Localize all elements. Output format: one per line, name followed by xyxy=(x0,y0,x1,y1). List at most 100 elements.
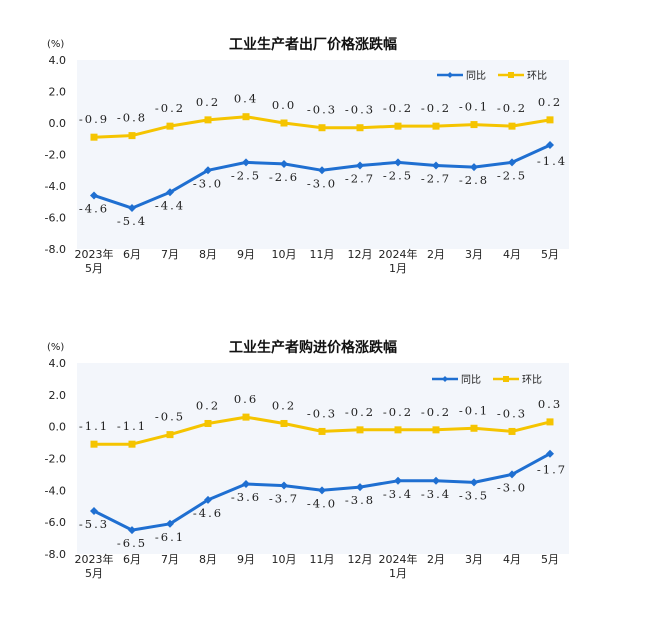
data-label-mom: -0.3 xyxy=(345,103,375,117)
data-point-mom xyxy=(166,122,174,130)
data-label-mom: -0.3 xyxy=(307,406,337,420)
data-label-mom: -0.5 xyxy=(155,410,185,424)
data-label-mom: -0.8 xyxy=(117,111,147,125)
data-point-mom xyxy=(128,132,136,140)
x-tick-label: 7月 xyxy=(161,248,179,261)
y-unit-label: (%) xyxy=(47,342,64,353)
data-point-mom xyxy=(470,121,478,129)
chart-title: 工业生产者出厂价格涨跌幅 xyxy=(229,36,397,53)
ppi-purchase-chart-svg: 工业生产者购进价格涨跌幅 (%) 4.0 2.0 0.0 -2.0 -4.0 -6.0 -8.0… xyxy=(45,339,569,580)
data-label-yoy: -3.0 xyxy=(497,480,527,494)
y-tick-label: -2.0 xyxy=(45,149,66,162)
data-label-yoy: -4.0 xyxy=(307,496,337,510)
data-point-mom xyxy=(242,413,250,421)
x-tick-label: 12月 xyxy=(348,248,373,261)
data-label-yoy: -3.0 xyxy=(307,176,337,190)
data-label-yoy: -3.7 xyxy=(269,492,299,506)
y-tick-label: 0.0 xyxy=(49,117,67,130)
data-point-yoy xyxy=(204,166,212,175)
x-tick-label: 8月 xyxy=(199,248,217,261)
ppi-output-chart: 工业生产者出厂价格涨跌幅 (%) 4.0 2.0 0.0 -2.0 -4.0 -6.0 -8.0… xyxy=(0,0,657,300)
y-tick-label: -6.0 xyxy=(45,516,66,529)
data-label-mom: 0.0 xyxy=(272,98,296,112)
data-label-mom: -0.1 xyxy=(459,100,489,114)
x-tick-label: 3月 xyxy=(465,553,483,566)
ppi-purchase-chart: 工业生产者购进价格涨跌幅 (%) 4.0 2.0 0.0 -2.0 -4.0 -6.0 -8.0… xyxy=(0,303,657,613)
data-point-yoy xyxy=(356,483,364,492)
data-label-mom: 0.2 xyxy=(196,398,220,412)
data-label-yoy: -4.6 xyxy=(193,506,223,520)
data-point-mom xyxy=(318,427,326,435)
legend-marker-yoy xyxy=(442,376,448,382)
data-label-mom: -0.3 xyxy=(307,103,337,117)
data-label-yoy: -2.5 xyxy=(497,168,527,182)
data-point-mom xyxy=(394,426,402,434)
data-point-mom xyxy=(242,113,250,121)
data-label-mom: 0.4 xyxy=(234,92,258,106)
y-tick-label: 4.0 xyxy=(49,54,67,67)
x-tick-label: 2023年 5月 xyxy=(75,552,114,580)
data-point-yoy xyxy=(394,476,402,485)
data-label-mom: -0.1 xyxy=(459,403,489,417)
x-tick-label: 11月 xyxy=(310,248,335,261)
data-label-mom: 0.6 xyxy=(234,392,258,406)
x-tick-label: 2024年 1月 xyxy=(379,552,418,580)
y-tick-label: -8.0 xyxy=(45,548,66,561)
x-tick-label: 2月 xyxy=(427,553,445,566)
data-label-mom: -1.1 xyxy=(79,419,109,433)
plot-area xyxy=(77,60,569,249)
x-tick-label: 3月 xyxy=(465,248,483,261)
data-label-yoy: -2.6 xyxy=(269,170,299,184)
data-label-yoy: -2.7 xyxy=(345,172,375,186)
data-label-yoy: -6.5 xyxy=(117,536,147,550)
x-tick-label: 10月 xyxy=(272,553,297,566)
data-label-mom: -0.9 xyxy=(79,112,109,126)
data-point-mom xyxy=(280,119,288,127)
data-point-yoy xyxy=(166,519,174,528)
data-point-mom xyxy=(432,122,440,130)
data-point-yoy xyxy=(166,188,174,197)
legend-marker-mom xyxy=(503,376,509,382)
legend: 同比 环比 xyxy=(437,70,547,82)
data-label-mom: -1.1 xyxy=(117,419,147,433)
data-label-yoy: -3.4 xyxy=(383,487,413,501)
data-label-yoy: -3.4 xyxy=(421,487,451,501)
data-label-yoy: -2.8 xyxy=(459,173,489,187)
data-label-yoy: -3.5 xyxy=(459,488,489,502)
legend-label-mom: 环比 xyxy=(522,374,542,386)
data-point-yoy xyxy=(508,158,516,167)
data-label-yoy: -5.4 xyxy=(117,214,147,228)
data-point-yoy xyxy=(90,191,98,200)
plot-area xyxy=(77,363,569,554)
data-label-mom: -0.2 xyxy=(345,405,375,419)
data-point-yoy xyxy=(280,481,288,490)
data-label-mom: 0.2 xyxy=(272,398,296,412)
y-tick-label: 2.0 xyxy=(49,86,67,99)
legend-label-yoy: 同比 xyxy=(466,70,486,82)
x-tick-label: 6月 xyxy=(123,553,141,566)
data-label-mom: 0.3 xyxy=(538,397,562,411)
data-point-mom xyxy=(204,116,212,124)
data-point-mom xyxy=(432,426,440,434)
data-label-mom: -0.2 xyxy=(155,101,185,115)
data-point-mom xyxy=(128,440,136,448)
x-tick-label: 2024年 1月 xyxy=(379,247,418,275)
data-point-mom xyxy=(356,426,364,434)
data-point-yoy xyxy=(128,526,136,535)
chart-title: 工业生产者购进价格涨跌幅 xyxy=(229,339,397,356)
data-point-mom xyxy=(356,124,364,132)
y-tick-label: -8.0 xyxy=(45,243,66,256)
data-point-yoy xyxy=(394,158,402,167)
data-label-mom: -0.2 xyxy=(383,405,413,419)
ppi-output-chart-svg: 工业生产者出厂价格涨跌幅 (%) 4.0 2.0 0.0 -2.0 -4.0 -6.0 -8.0… xyxy=(45,36,569,275)
x-tick-label: 5月 xyxy=(541,248,559,261)
data-point-mom xyxy=(508,427,516,435)
data-point-yoy xyxy=(508,470,516,479)
x-tick-label: 9月 xyxy=(237,248,255,261)
x-tick-label: 12月 xyxy=(348,553,373,566)
data-point-yoy xyxy=(470,163,478,172)
y-tick-label: -6.0 xyxy=(45,212,66,225)
data-point-yoy xyxy=(318,166,326,175)
data-point-mom xyxy=(90,440,98,448)
y-tick-label: -4.0 xyxy=(45,484,66,497)
